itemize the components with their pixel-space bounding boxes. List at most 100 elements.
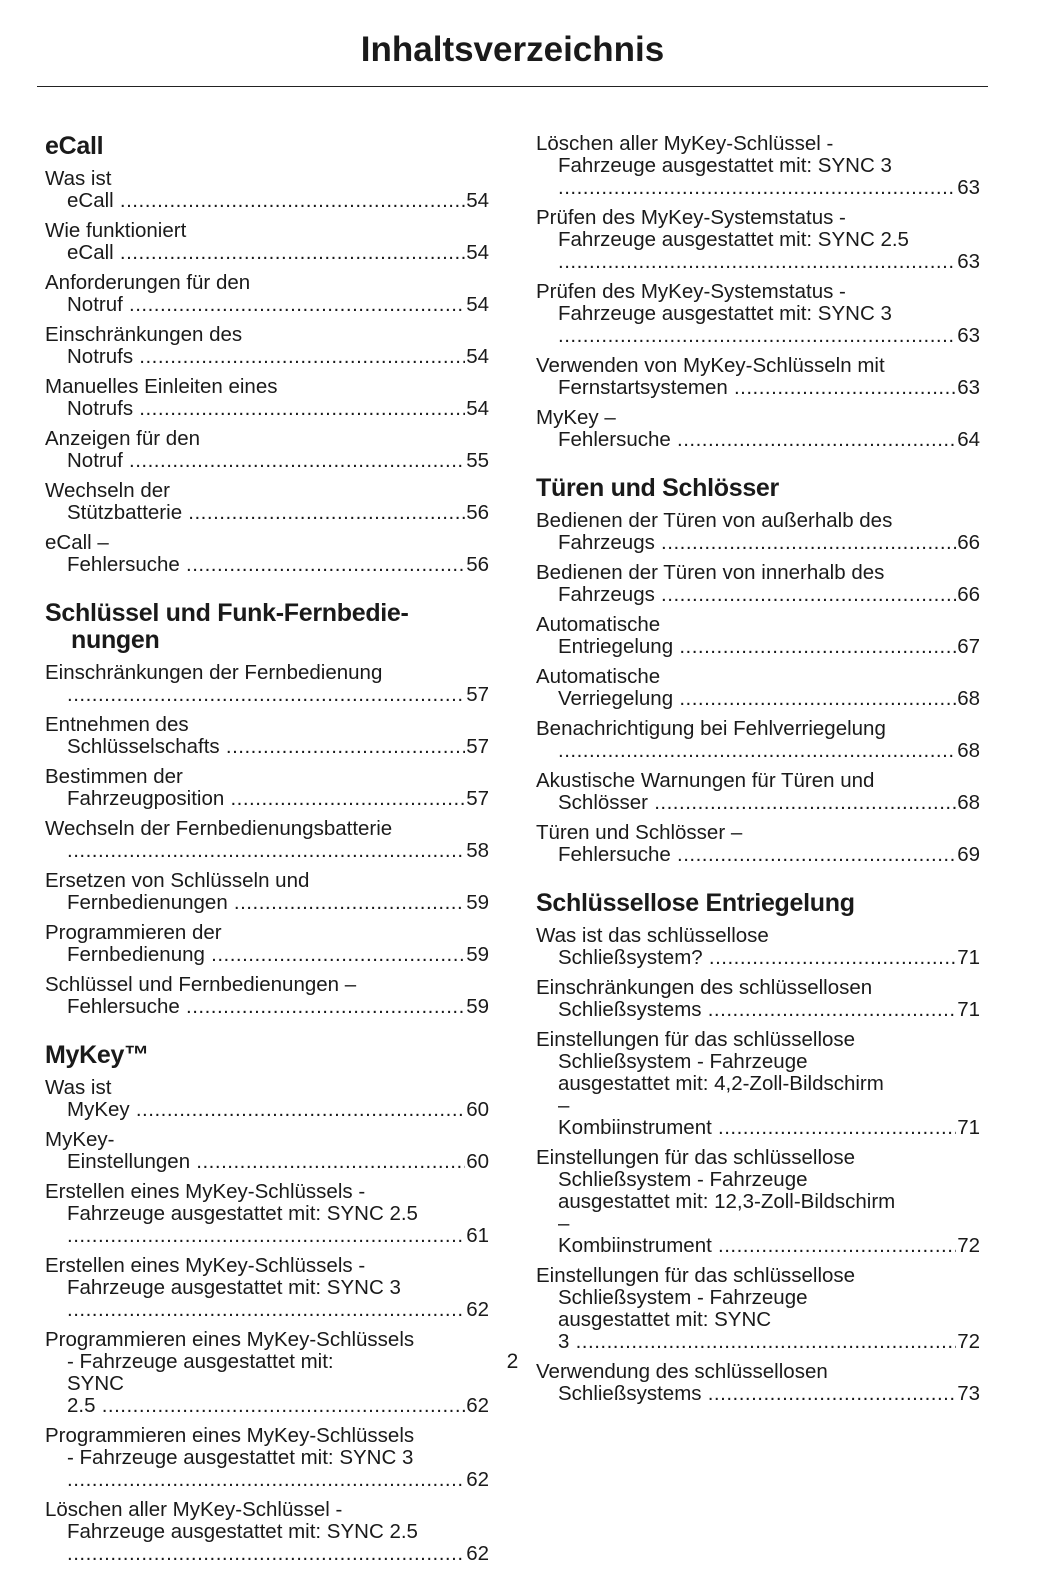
entry-text: Einschränkungen der Fernbedienung	[45, 662, 489, 706]
entry-page: 57	[465, 683, 489, 706]
entry-page: 59	[465, 943, 489, 966]
page-title: Inhaltsverzeichnis	[360, 30, 665, 69]
entry-text: Wechseln der Fernbedienungsbatterie	[45, 818, 489, 862]
section-heading: Schlüssel und Funk-Fernbedie- nungen	[45, 599, 409, 654]
toc-section: Schlüssel und Funk-Fernbedie- nungen Eins…	[45, 600, 489, 1018]
entry-text: MyKey-Einstellungen	[45, 1129, 489, 1173]
toc-entry: Verwenden von MyKey-Schlüsseln mit Ferns…	[536, 355, 980, 399]
toc-entry: Was ist eCall54	[45, 168, 489, 212]
entry-text: Ersetzen von Schlüsseln und Fernbedienun…	[45, 870, 489, 914]
entry-page: 68	[956, 791, 980, 814]
section-heading: eCall	[45, 132, 104, 160]
entry-page: 57	[465, 787, 489, 810]
entry-page: 72	[956, 1234, 980, 1257]
toc-entry: Ersetzen von Schlüsseln und Fernbedienun…	[45, 870, 489, 914]
entry-page: 54	[465, 293, 489, 316]
entry-page: 57	[465, 735, 489, 758]
toc-entry: eCall – Fehlersuche56	[45, 532, 489, 576]
entry-text: Wechseln der Stützbatterie	[45, 480, 489, 524]
entry-text: Bedienen der Türen von außerhalb des Fah…	[536, 510, 980, 554]
toc-entry: Löschen aller MyKey-Schlüssel - Fahrzeug…	[45, 1499, 489, 1565]
entry-page: 62	[465, 1298, 489, 1321]
entry-page: 69	[956, 843, 980, 866]
entry-text: Entnehmen des Schlüsselschafts	[45, 714, 489, 758]
entry-page: 67	[956, 635, 980, 658]
toc-entry: Einschränkungen der Fernbedienung 57	[45, 662, 489, 706]
entry-text: Einschränkungen des schlüssellosen Schli…	[536, 977, 980, 1021]
entry-text: Einstellungen für das schlüssellose Schl…	[536, 1029, 980, 1139]
entry-text: Bestimmen der Fahrzeugposition	[45, 766, 489, 810]
toc-entry: Einschränkungen des schlüssellosen Schli…	[536, 977, 980, 1021]
toc-entry: Programmieren eines MyKey-Schlüssels - F…	[45, 1425, 489, 1491]
toc-entry: Programmieren eines MyKey-Schlüssels - F…	[45, 1329, 489, 1417]
toc-section: Türen und Schlösser Bedienen der Türen vo…	[536, 475, 980, 866]
entry-text: Benachrichtigung bei Fehlverriegelung	[536, 718, 980, 762]
entry-page: 71	[956, 946, 980, 969]
title-rule	[37, 86, 988, 87]
entry-text: Löschen aller MyKey-Schlüssel - Fahrzeug…	[45, 1499, 489, 1565]
toc-entry: Wechseln der Fernbedienungsbatterie 58	[45, 818, 489, 862]
entry-page: 55	[465, 449, 489, 472]
entry-page: 54	[465, 189, 489, 212]
toc-entry: Einschränkungen des Notrufs54	[45, 324, 489, 368]
entry-page: 62	[465, 1394, 489, 1417]
toc-section: Schlüssellose Entriegelung Was ist das sc…	[536, 890, 980, 1405]
entry-text: Einstellungen für das schlüssellose Schl…	[536, 1265, 980, 1353]
entry-page: 63	[956, 376, 980, 399]
entry-page: 59	[465, 995, 489, 1018]
entry-text: Was ist eCall	[45, 168, 489, 212]
toc-entry: Erstellen eines MyKey-Schlüssels - Fahrz…	[45, 1181, 489, 1247]
entry-page: 66	[956, 531, 980, 554]
entry-text: MyKey – Fehlersuche	[536, 407, 980, 451]
entry-text: Schlüssel und Fernbedienungen – Fehlersu…	[45, 974, 489, 1018]
toc-entry: Automatische Verriegelung68	[536, 666, 980, 710]
toc-entry: Manuelles Einleiten eines Notrufs54	[45, 376, 489, 420]
entry-page: 56	[465, 553, 489, 576]
entry-text: Automatische Entriegelung	[536, 614, 980, 658]
entry-page: 59	[465, 891, 489, 914]
entry-page: 68	[956, 739, 980, 762]
entry-page: 54	[465, 345, 489, 368]
entry-text: Bedienen der Türen von innerhalb des Fah…	[536, 562, 980, 606]
page-number: 2	[506, 1350, 519, 1373]
entry-text: Einstellungen für das schlüssellose Schl…	[536, 1147, 980, 1257]
toc-entry: Einstellungen für das schlüssellose Schl…	[536, 1147, 980, 1257]
entry-text: Automatische Verriegelung	[536, 666, 980, 710]
entry-text: Erstellen eines MyKey-Schlüssels - Fahrz…	[45, 1181, 489, 1247]
toc-entry: Anzeigen für den Notruf55	[45, 428, 489, 472]
toc-entry: Bedienen der Türen von außerhalb des Fah…	[536, 510, 980, 554]
section-heading: MyKey™	[45, 1041, 149, 1069]
entry-page: 56	[465, 501, 489, 524]
entry-text: Verwenden von MyKey-Schlüsseln mit Ferns…	[536, 355, 980, 399]
section-heading: Türen und Schlösser	[536, 474, 779, 502]
entry-page: 63	[956, 250, 980, 273]
toc-entry: Türen und Schlösser – Fehlersuche69	[536, 822, 980, 866]
entry-page: 71	[956, 1116, 980, 1139]
entry-page: 71	[956, 998, 980, 1021]
entry-text: eCall – Fehlersuche	[45, 532, 489, 576]
entry-text: Programmieren der Fernbedienung	[45, 922, 489, 966]
toc-entry: Einstellungen für das schlüssellose Schl…	[536, 1029, 980, 1139]
entry-page: 54	[465, 397, 489, 420]
toc-entry: Akustische Warnungen für Türen und Schlö…	[536, 770, 980, 814]
entry-page: 68	[956, 687, 980, 710]
entry-page: 58	[465, 839, 489, 862]
entry-page: 72	[956, 1330, 980, 1353]
entry-page: 73	[956, 1382, 980, 1405]
entry-text: Wie funktioniert eCall	[45, 220, 489, 264]
entry-text: Türen und Schlösser – Fehlersuche	[536, 822, 980, 866]
entry-text: Programmieren eines MyKey-Schlüssels - F…	[45, 1425, 489, 1491]
entry-text: Was ist das schlüssellose Schließsystem?	[536, 925, 980, 969]
toc-section: Löschen aller MyKey-Schlüssel - Fahrzeug…	[536, 133, 980, 451]
entry-page: 63	[956, 176, 980, 199]
toc-entry: Was ist das schlüssellose Schließsystem?…	[536, 925, 980, 969]
entry-page: 60	[465, 1150, 489, 1173]
entry-text: Anforderungen für den Notruf	[45, 272, 489, 316]
entry-text: Manuelles Einleiten eines Notrufs	[45, 376, 489, 420]
toc-entry: Löschen aller MyKey-Schlüssel - Fahrzeug…	[536, 133, 980, 199]
toc-entry: Verwendung des schlüssellosen Schließsys…	[536, 1361, 980, 1405]
